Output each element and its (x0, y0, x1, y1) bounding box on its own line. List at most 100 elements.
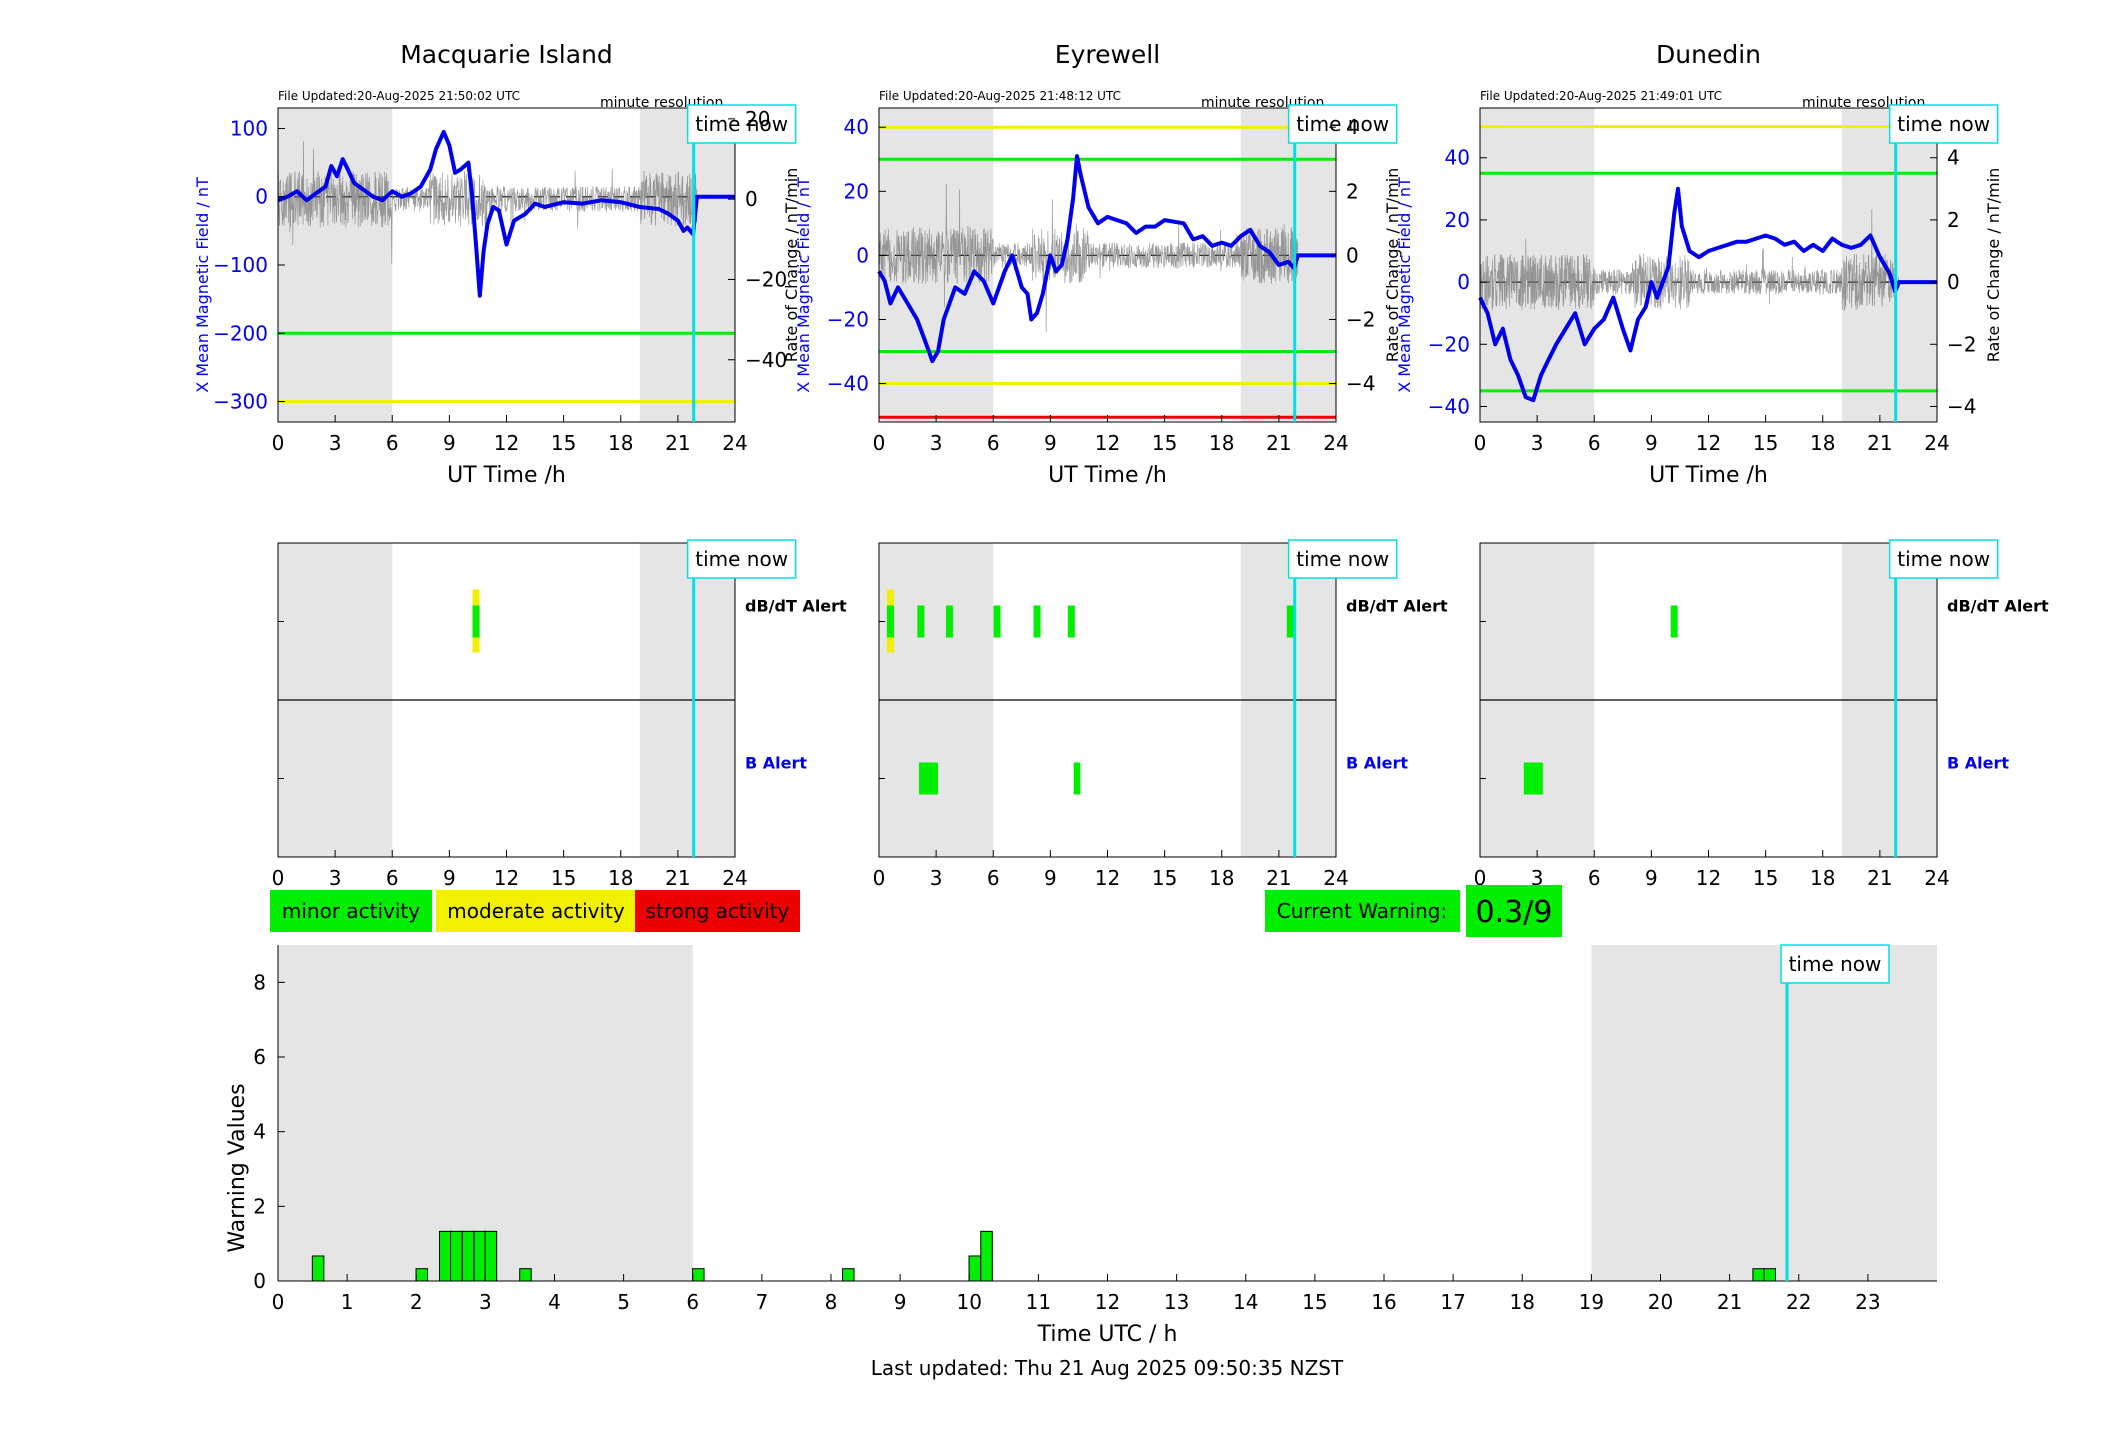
alert-panel-1: time now dB/dT Alert B Alert 0 3 6 9 12 15 18 21 24 (873, 539, 1448, 890)
warning-bar (1763, 1268, 1776, 1282)
current-warning-value-box (1466, 885, 1562, 937)
rate-of-change-trace (878, 183, 1299, 333)
warning-bar (968, 1255, 982, 1282)
x-tick-label: 6 (987, 866, 1000, 890)
station-panel-2: Dunedin File Updated:20-Aug-2025 21:49:01… (1395, 40, 2003, 488)
warning-x-tick-label: 20 (1648, 1290, 1673, 1314)
y-axis-label-left: X Mean Magnetic Field / nT (794, 177, 813, 393)
warning-x-tick-label: 16 (1371, 1290, 1396, 1314)
warning-x-tick-label: 15 (1302, 1290, 1327, 1314)
x-tick-label: 9 (1044, 866, 1057, 890)
x-tick-label: 9 (443, 431, 456, 455)
x-tick-label: 15 (1753, 431, 1778, 455)
y-axis-label-left: X Mean Magnetic Field / nT (193, 177, 212, 393)
dbdt-alert-bar (1067, 605, 1075, 638)
y-axis-label-right: Rate of Change / nT/min (1984, 168, 2003, 363)
x-tick-label: 3 (930, 866, 943, 890)
left-tick-label: 20 (1445, 208, 1470, 232)
b-alert-bar (918, 762, 939, 795)
left-tick-label: 40 (1445, 146, 1470, 170)
night-shade (1841, 108, 1937, 422)
warning-y-axis-label: Warning Values (225, 1083, 250, 1252)
warning-x-tick-label: 23 (1855, 1290, 1880, 1314)
legend-swatch-red (635, 890, 800, 932)
warning-x-tick-label: 21 (1717, 1290, 1742, 1314)
x-tick-label: 12 (494, 866, 519, 890)
b-alert-bar (1523, 762, 1543, 795)
station-title: Dunedin (1656, 40, 1761, 69)
warning-bar (692, 1268, 705, 1282)
left-tick-label: 0 (255, 185, 268, 209)
x-tick-label: 24 (1323, 431, 1348, 455)
x-tick-label: 6 (987, 431, 1000, 455)
right-tick-label: 2 (1346, 179, 1359, 203)
file-updated-text: File Updated:20-Aug-2025 21:49:01 UTC (1480, 89, 1722, 103)
dbdt-alert-bar (917, 605, 925, 638)
x-tick-label: 15 (551, 866, 576, 890)
legend-label-red: strong activity (646, 899, 790, 923)
time-now-label: time now (1296, 112, 1389, 136)
time-now-box (686, 539, 797, 579)
rate-of-change-trace (1479, 209, 1900, 311)
x-tick-label: 21 (1266, 431, 1291, 455)
time-now-label: time now (1897, 547, 1990, 571)
x-tick-label: 24 (1323, 866, 1348, 890)
night-shade (278, 945, 693, 1281)
x-tick-label: 15 (1152, 866, 1177, 890)
x-tick-label: 9 (1645, 431, 1658, 455)
current-warning-value: 0.3/9 (1476, 895, 1553, 930)
x-tick-label: 0 (1474, 866, 1487, 890)
warning-x-tick-label: 2 (410, 1290, 423, 1314)
warning-x-tick-label: 7 (756, 1290, 769, 1314)
time-now-box (1780, 944, 1890, 984)
b-alert-label: B Alert (1947, 754, 2009, 773)
x-tick-label: 6 (386, 431, 399, 455)
b-field-trace (277, 129, 735, 298)
x-tick-label: 9 (1044, 431, 1057, 455)
warning-x-tick-label: 14 (1233, 1290, 1258, 1314)
left-tick-label: −20 (1428, 332, 1470, 356)
time-now-label: time now (1296, 547, 1389, 571)
x-tick-label: 0 (873, 431, 886, 455)
right-tick-label: 0 (1947, 270, 1960, 294)
x-tick-label: 15 (1152, 431, 1177, 455)
b-alert-label: B Alert (1346, 754, 1408, 773)
night-shade (1591, 945, 1937, 1281)
night-shade (278, 108, 393, 422)
x-tick-label: 18 (1810, 431, 1835, 455)
rate-of-change-trace (277, 141, 698, 264)
warning-x-tick-label: 1 (341, 1290, 354, 1314)
b-alert-label: B Alert (745, 754, 807, 773)
right-tick-label: −2 (1346, 307, 1375, 331)
x-tick-label: 24 (722, 866, 747, 890)
x-tick-label: 21 (665, 431, 690, 455)
time-now-box (686, 104, 797, 144)
left-tick-label: −40 (827, 372, 869, 396)
current-warning: Current Warning: 0.3/9 (1265, 885, 1562, 937)
right-tick-label: −4 (1947, 394, 1976, 418)
time-now-box (1287, 104, 1398, 144)
warning-y-tick-label: 0 (253, 1269, 266, 1293)
dbdt-alert-label: dB/dT Alert (745, 597, 847, 616)
warning-y-tick-label: 2 (253, 1194, 266, 1218)
x-tick-label: 3 (1531, 431, 1544, 455)
b-field-trace (877, 154, 1336, 364)
x-tick-label: 6 (1588, 866, 1601, 890)
y-axis-label-right: Rate of Change / nT/min (1383, 168, 1402, 363)
x-tick-label: 18 (1209, 866, 1234, 890)
left-tick-label: 0 (1457, 270, 1470, 294)
x-tick-label: 18 (608, 866, 633, 890)
x-tick-label: 9 (443, 866, 456, 890)
y-axis-label-right: Rate of Change / nT/min (782, 168, 801, 363)
warning-bar (1752, 1268, 1765, 1282)
warning-bar (842, 1268, 855, 1282)
x-tick-label: 24 (722, 431, 747, 455)
warning-y-tick-label: 6 (253, 1045, 266, 1069)
x-tick-label: 3 (1531, 866, 1544, 890)
x-tick-label: 21 (1867, 866, 1892, 890)
x-tick-label: 12 (494, 431, 519, 455)
alert-panel-0: time now dB/dT Alert B Alert 0 3 6 9 12 15 18 21 24 (272, 539, 847, 890)
last-updated-footer: Last updated: Thu 21 Aug 2025 09:50:35 N… (871, 1356, 1344, 1380)
